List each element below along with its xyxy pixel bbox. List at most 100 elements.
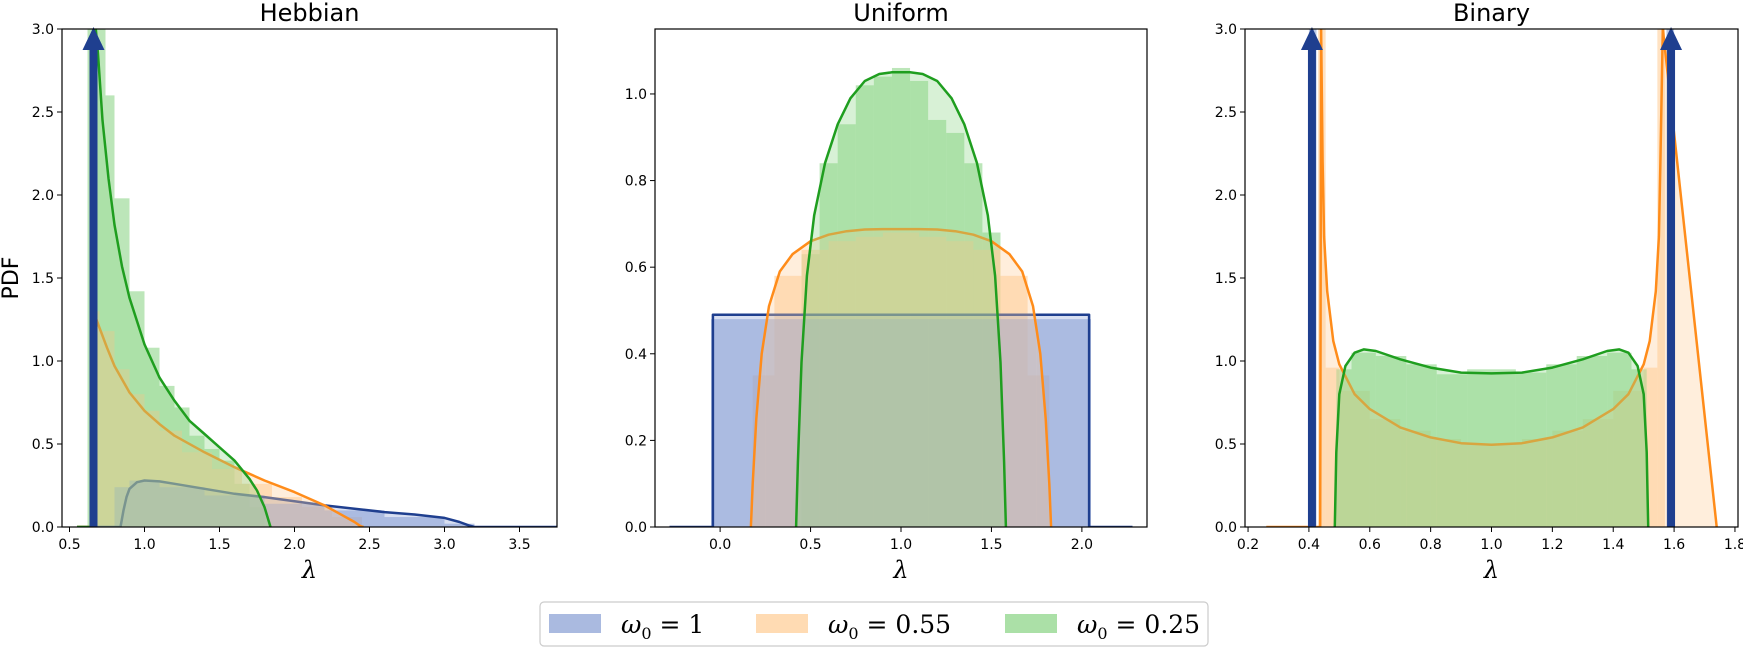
y-tick-label: 0.0 [1215, 520, 1237, 536]
histogram-bar-green [105, 95, 115, 527]
y-tick-label: 3.0 [32, 22, 54, 38]
y-tick-label: 0.0 [32, 520, 54, 536]
histogram-blue [711, 319, 1091, 527]
histogram-bar-blue [264, 503, 325, 527]
chart-title: Uniform [853, 0, 948, 27]
histogram-blue [114, 480, 475, 527]
x-tick-label: 1.2 [1541, 537, 1563, 553]
x-tick-label: 0.8 [1420, 537, 1442, 553]
legend-label: ω0 = 0.25 [1077, 610, 1200, 643]
legend-swatch-green [1005, 614, 1057, 633]
chart-title: Hebbian [260, 0, 360, 27]
histogram-bar-orange [99, 331, 115, 527]
legend-subscript: 0 [641, 624, 651, 643]
histogram-bar-green [1467, 369, 1492, 527]
histogram-bar-green [1491, 369, 1516, 527]
y-tick-label: 0.6 [625, 260, 647, 276]
legend-value: = 0.25 [1108, 610, 1201, 639]
histogram-green [1336, 352, 1647, 527]
x-tick-label: 0.5 [58, 537, 80, 553]
y-tick-label: 3.0 [1215, 22, 1237, 38]
histogram-bar-blue [444, 523, 475, 527]
x-tick-label: 0.2 [1237, 537, 1259, 553]
histogram-bar-orange [1657, 29, 1665, 527]
y-tick-label: 1.0 [625, 87, 647, 103]
legend: ω0 = 1 ω0 = 0.55 ω0 = 0.25 [539, 601, 1209, 647]
y-tick-label: 2.5 [1215, 105, 1237, 121]
histogram-bar-blue [873, 319, 929, 527]
plot-area [1266, 29, 1718, 527]
chart-panel-uniform: 0.0 0.5 1.0 1.5 2.0 0.0 0.2 0.4 0.6 0.8 1.0 Uniform… [625, 0, 1148, 584]
density-curve-green [77, 29, 272, 527]
density-curve-blue [669, 313, 1133, 527]
delta-arrow-head [1300, 27, 1323, 50]
x-tick-label: 0.0 [709, 537, 731, 553]
legend-symbol: ω [621, 610, 641, 639]
plot-area [669, 67, 1133, 527]
histogram-bar-blue [129, 480, 160, 527]
density-curve-blue [77, 479, 557, 527]
x-tick-label: 0.6 [1359, 537, 1381, 553]
density-area-green [1334, 349, 1649, 527]
y-tick-label: 1.5 [1215, 271, 1237, 287]
histogram-bar-blue [204, 495, 265, 527]
histogram-bar-green [1336, 369, 1352, 527]
y-tick-label: 1.0 [32, 354, 54, 370]
y-tick-label: 2.5 [32, 105, 54, 121]
x-tick-label: 0.5 [799, 537, 821, 553]
density-curve-green [794, 71, 1008, 527]
y-tick-label: 0.2 [625, 433, 647, 449]
histogram-bar-green [1631, 369, 1647, 527]
x-tick-label: 1.0 [133, 537, 155, 553]
x-tick-label: 1.5 [980, 537, 1002, 553]
x-tick-label: 1.0 [1480, 537, 1502, 553]
chart-panel-hebbian: 0.5 1.0 1.5 2.0 2.5 3.0 3.50.00.51.01.52.02.53… [0, 0, 558, 584]
density-area-green [796, 72, 1006, 527]
x-tick-label: 1.0 [890, 537, 912, 553]
histogram-bar-green [1436, 374, 1468, 527]
y-tick-label: 0.4 [625, 347, 647, 363]
legend-subscript: 0 [848, 624, 858, 643]
legend-symbol: ω [1077, 610, 1097, 639]
legend-frame [539, 601, 1209, 647]
histogram-bar-blue [159, 487, 205, 527]
x-tick-label: 3.0 [433, 537, 455, 553]
x-axis-label: λ [301, 556, 317, 584]
legend-value: = 1 [652, 610, 705, 639]
density-curve-orange [77, 316, 364, 527]
density-curve-green [1333, 348, 1650, 527]
x-tick-label: 2.0 [283, 537, 305, 553]
x-tick-label: 1.8 [1724, 537, 1743, 553]
density-curve-orange [1266, 29, 1718, 527]
x-tick-label: 0.4 [1298, 537, 1320, 553]
histogram-bar-green [96, 29, 106, 527]
y-tick-label: 0.5 [1215, 437, 1237, 453]
y-tick-label: 2.0 [1215, 188, 1237, 204]
y-tick-label: 1.0 [1215, 354, 1237, 370]
histogram-bar-blue [982, 319, 1037, 527]
x-axis-label: λ [1483, 556, 1499, 584]
legend-label: ω0 = 0.55 [828, 610, 951, 643]
histogram-bar-green [1576, 356, 1608, 527]
histogram-bar-green [1546, 364, 1577, 527]
y-tick-label: 0.8 [625, 174, 647, 190]
legend-swatch-orange [756, 614, 808, 633]
x-axis-label: λ [892, 556, 908, 584]
density-area-blue [77, 480, 557, 527]
legend-subscript: 0 [1097, 624, 1107, 643]
histogram-bar-blue [384, 517, 445, 527]
histogram-bar-blue [765, 319, 820, 527]
chart-title: Binary [1453, 0, 1530, 27]
y-axis-label: PDF [0, 257, 24, 300]
histogram-bar-green [1375, 356, 1407, 527]
x-tick-label: 2.0 [1071, 537, 1093, 553]
legend-swatch-blue [549, 614, 601, 633]
density-area-orange [750, 229, 1052, 527]
x-tick-label: 3.5 [508, 537, 530, 553]
x-tick-label: 1.4 [1602, 537, 1624, 553]
density-curve-orange [749, 227, 1053, 527]
legend-symbol: ω [828, 610, 848, 639]
x-tick-label: 1.5 [208, 537, 230, 553]
histogram-bar-green [1406, 364, 1437, 527]
